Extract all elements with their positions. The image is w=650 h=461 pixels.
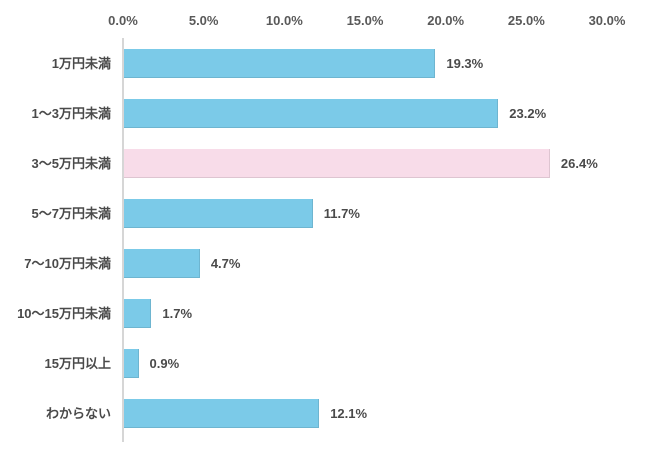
bar-row: 7〜10万円未満 4.7% xyxy=(0,249,650,278)
category-label: 10〜15万円未満 xyxy=(17,306,111,321)
bar-row: 10〜15万円未満 1.7% xyxy=(0,299,650,328)
category-label: 3〜5万円未満 xyxy=(31,156,111,171)
category-label: 15万円以上 xyxy=(44,356,111,371)
bar xyxy=(124,49,436,78)
category-label: 5〜7万円未満 xyxy=(31,206,111,221)
bar-row: 5〜7万円未満 11.7% xyxy=(0,199,650,228)
bar xyxy=(124,99,499,128)
bar xyxy=(124,249,200,278)
bar-row: わからない 12.1% xyxy=(0,399,650,428)
value-label: 0.9% xyxy=(149,356,180,371)
category-label: わからない xyxy=(45,406,111,421)
bar xyxy=(124,349,139,378)
x-axis-tick-label: 20.0% xyxy=(427,13,465,28)
value-label: 12.1% xyxy=(330,406,368,421)
x-axis-tick-label: 15.0% xyxy=(346,13,384,28)
bar xyxy=(124,399,320,428)
value-label: 23.2% xyxy=(509,106,547,121)
value-axis-line xyxy=(122,38,124,442)
value-label: 4.7% xyxy=(210,256,241,271)
x-axis-tick-label: 0.0% xyxy=(108,13,138,28)
bar-row: 1万円未満 19.3% xyxy=(0,49,650,78)
bar-row: 3〜5万円未満 26.4% xyxy=(0,149,650,178)
bar xyxy=(124,199,313,228)
x-axis-tick-label: 30.0% xyxy=(588,13,626,28)
value-label: 26.4% xyxy=(560,156,598,171)
value-label: 11.7% xyxy=(323,206,360,221)
category-label: 7〜10万円未満 xyxy=(24,256,111,271)
bar-row: 15万円以上 0.9% xyxy=(0,349,650,378)
x-axis-tick-label: 25.0% xyxy=(507,13,545,28)
bar-row: 1〜3万円未満 23.2% xyxy=(0,99,650,128)
category-label: 1万円未満 xyxy=(51,56,111,71)
bar-highlighted xyxy=(124,149,550,178)
x-axis-tick-label: 5.0% xyxy=(188,13,219,28)
value-label: 19.3% xyxy=(446,56,484,71)
bar xyxy=(124,299,152,328)
category-label: 1〜3万円未満 xyxy=(31,106,111,121)
x-axis-tick-label: 10.0% xyxy=(265,13,303,28)
value-label: 1.7% xyxy=(162,306,193,321)
